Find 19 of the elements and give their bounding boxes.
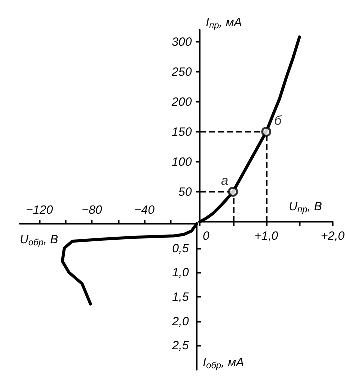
x-tick-label: −40 [134, 203, 156, 217]
annotation: б [274, 113, 282, 128]
x-tick-label: −80 [82, 203, 103, 217]
y-tick-label: 2,0 [171, 314, 190, 328]
y-tick-label: 200 [170, 95, 192, 109]
y-tick-label: 2,5 [171, 338, 190, 353]
x-tick-label: 0 [203, 229, 210, 243]
y-tick-label: 100 [172, 155, 192, 169]
y-tick-label: 250 [170, 65, 192, 79]
y-tick-label: 150 [172, 125, 192, 139]
y-tick-label: 0,5 [172, 241, 190, 256]
annotation: а [221, 173, 228, 188]
x-tick-label: +2,0 [321, 229, 345, 243]
x-tick-label: +1,0 [254, 229, 279, 243]
y-tick-label: 300 [172, 35, 192, 49]
y-tick-label: 50 [178, 185, 192, 199]
y-tick-label: 1,0 [172, 266, 190, 280]
x-tick-label: −120 [26, 203, 54, 217]
y-tick-label: 1,5 [172, 290, 190, 304]
